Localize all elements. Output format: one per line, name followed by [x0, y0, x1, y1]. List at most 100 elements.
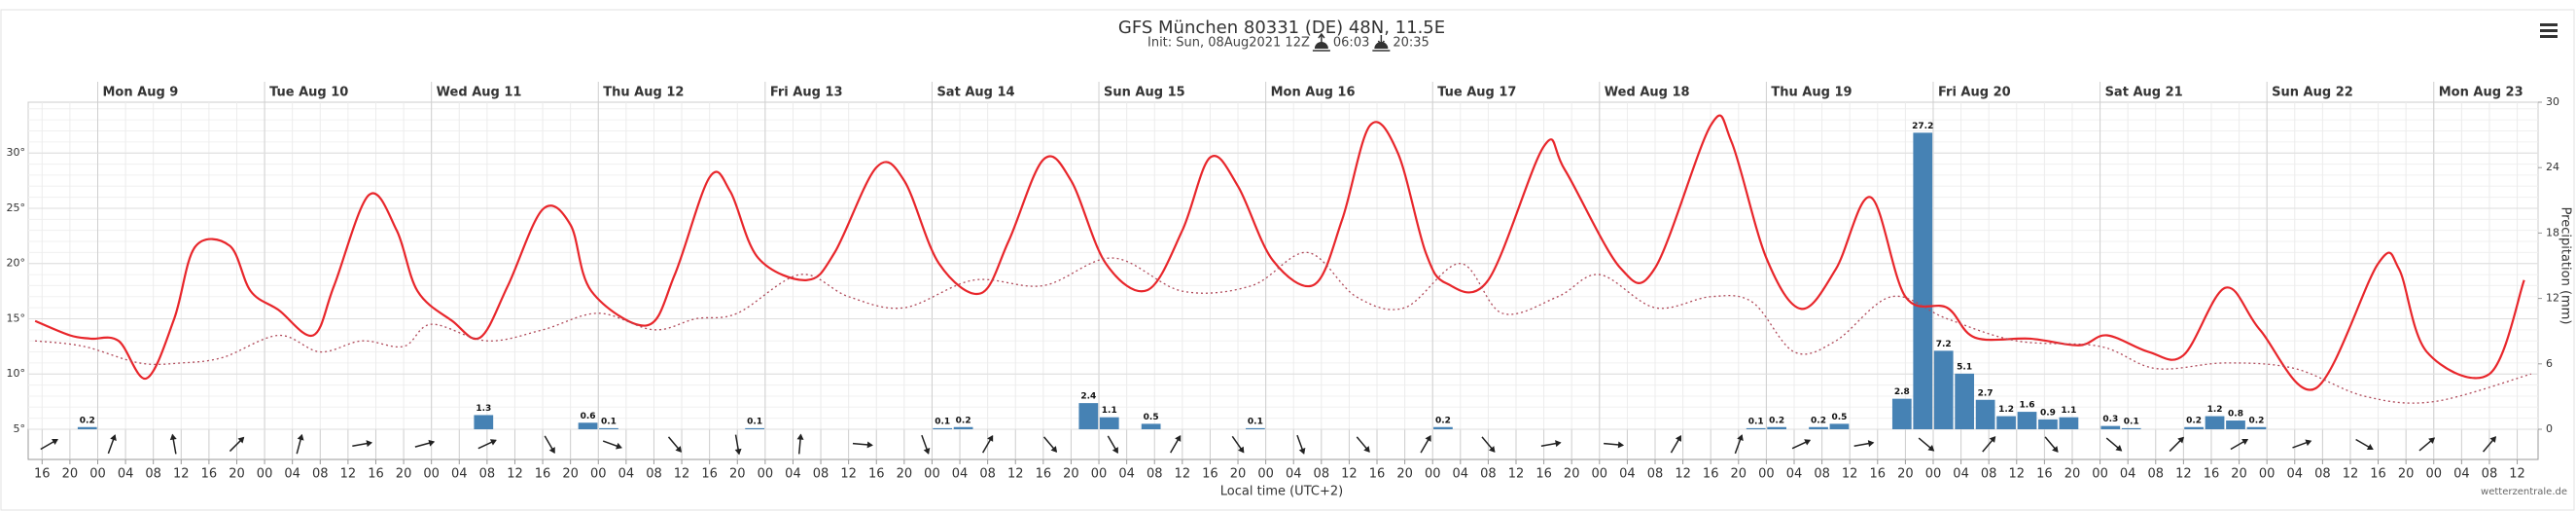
- plot-area: [27, 101, 2539, 430]
- menu-bar[interactable]: [2540, 35, 2558, 38]
- menu-bar[interactable]: [2540, 23, 2558, 26]
- wind-arrow: [1296, 434, 1306, 455]
- arrow-head: [52, 438, 58, 446]
- precip-label: 0.3: [2102, 415, 2118, 424]
- arrow-head: [489, 439, 497, 446]
- precip-label: 2.8: [1894, 387, 1910, 397]
- arrow-head: [1238, 446, 1245, 454]
- wind-arrow: [296, 433, 304, 455]
- x-tick-label: 08: [145, 467, 161, 482]
- day-label: Fri Aug 20: [1938, 86, 2011, 100]
- x-tick-label: 08: [1647, 467, 1664, 482]
- x-tick-label: 04: [785, 467, 801, 482]
- arrow-head: [1555, 440, 1562, 448]
- x-tick-label: 20: [396, 467, 412, 482]
- wind-arrow: [2230, 438, 2249, 451]
- x-tick-label: 08: [312, 467, 329, 482]
- arrow-head: [110, 434, 117, 441]
- x-tick-label: 20: [1396, 467, 1413, 482]
- precip-label: 1.1: [2061, 406, 2076, 416]
- precip-bar: [953, 426, 973, 429]
- precip-label: 2.7: [1978, 388, 1994, 398]
- arrow-head: [1488, 446, 1496, 453]
- wind-arrow: [2044, 436, 2059, 453]
- x-tick-label: 04: [1118, 467, 1135, 482]
- precip-bar: [2038, 419, 2058, 429]
- precip-bar: [1933, 350, 1954, 429]
- x-tick-label: 20: [1230, 467, 1247, 482]
- x-tick-label: 20: [1897, 467, 1914, 482]
- arrow-head: [2115, 445, 2123, 452]
- y2-tick-label: 18: [2546, 226, 2559, 238]
- x-tick-label: 00: [2425, 467, 2442, 482]
- arrow-head: [2177, 436, 2184, 444]
- arrow-head: [796, 433, 804, 440]
- x-tick-label: 08: [979, 467, 996, 482]
- arrow-head: [366, 440, 373, 448]
- arrow-head: [1804, 439, 1812, 446]
- wind-arrow: [852, 441, 873, 449]
- x-tick-label: 12: [1007, 467, 1024, 482]
- precip-label: 0.9: [2040, 408, 2056, 418]
- precip-label: 0.1: [2124, 417, 2139, 426]
- precip-bar: [1809, 426, 1828, 429]
- precip-bar: [2226, 421, 2245, 429]
- menu-button[interactable]: [2540, 23, 2558, 38]
- x-tick-label: 20: [729, 467, 746, 482]
- x-tick-label: 00: [2259, 467, 2276, 482]
- x-tick-label: 04: [1619, 467, 1636, 482]
- line: [34, 114, 2525, 391]
- precip-bar: [2017, 412, 2037, 429]
- day-label: Sun Aug 22: [2272, 86, 2353, 100]
- precip-label: 0.2: [956, 416, 971, 425]
- menu-bar[interactable]: [2540, 29, 2558, 32]
- precip-label: 0.2: [1769, 416, 1784, 425]
- wind-arrow: [1481, 436, 1496, 453]
- x-tick-label: 08: [2314, 467, 2331, 482]
- x-tick-label: 00: [1592, 467, 1608, 482]
- x-tick-label: 16: [868, 467, 885, 482]
- wind-arrow: [1734, 434, 1744, 455]
- day-label: Sun Aug 15: [1104, 86, 1185, 100]
- precip-label: 1.2: [2207, 405, 2223, 415]
- precip-label: 27.2: [1912, 122, 1933, 131]
- arrow-head: [987, 434, 994, 442]
- x-tick-label: 00: [257, 467, 273, 482]
- x-tick-label: 16: [701, 467, 718, 482]
- x-tick-label: 16: [1870, 467, 1887, 482]
- x-tick-label: 12: [173, 467, 190, 482]
- x-tick-label: 08: [479, 467, 496, 482]
- wind-arrow: [1604, 441, 1625, 449]
- x-tick-label: 00: [423, 467, 440, 482]
- precip-bar: [1433, 426, 1453, 429]
- x-tick-label: 16: [535, 467, 551, 482]
- precip-bar: [1746, 427, 1766, 429]
- arrow-head: [1675, 434, 1681, 442]
- precip-label: 1.6: [2020, 401, 2035, 411]
- day-label: Thu Aug 12: [603, 86, 684, 100]
- x-tick-label: 16: [1703, 467, 1719, 482]
- precip-label: 0.5: [1831, 413, 1847, 422]
- precip-bar: [2059, 417, 2079, 429]
- wind-arrow: [2105, 437, 2123, 452]
- x-tick-label: 16: [368, 467, 384, 482]
- precip-label: 1.2: [1998, 405, 2014, 415]
- wind-arrow: [40, 438, 58, 451]
- wind-arrow: [796, 433, 804, 455]
- x-tick-label: 00: [1425, 467, 1441, 482]
- x-tick-label: 08: [1314, 467, 1330, 482]
- wind-arrow: [1170, 434, 1182, 454]
- wind-arrow: [981, 434, 994, 454]
- precip-label: 0.5: [1144, 413, 1159, 422]
- x-tick-label: 16: [2036, 467, 2053, 482]
- x-tick-label: 00: [758, 467, 774, 482]
- y2-tick-label: 24: [2546, 161, 2559, 173]
- x-tick-label: 04: [118, 467, 134, 482]
- x-tick-label: 20: [2398, 467, 2415, 482]
- sun-arrow-head: [1318, 32, 1325, 39]
- precip-bar: [1975, 399, 1995, 429]
- sunset-icon: [1372, 35, 1391, 52]
- wind-arrow: [2418, 437, 2436, 452]
- precip-bar: [1891, 398, 1912, 429]
- wind-arrow: [1231, 435, 1245, 454]
